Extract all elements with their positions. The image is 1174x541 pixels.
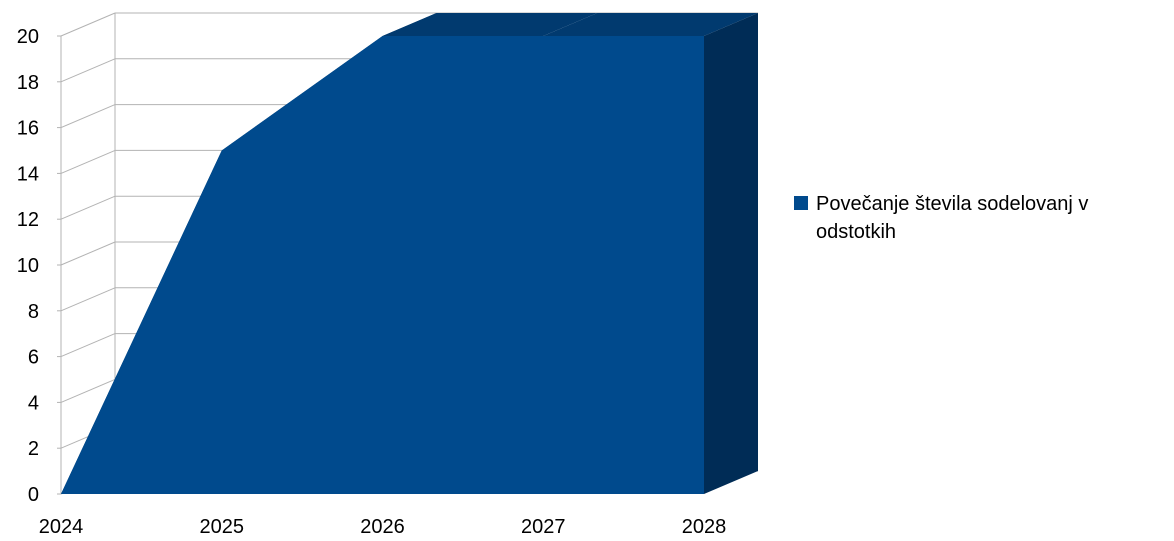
x-tick-label: 2026 (360, 516, 405, 538)
legend: Povečanje števila sodelovanj v odstotkih (794, 190, 1164, 246)
area-front-face (61, 36, 704, 494)
y-tick-label: 18 (17, 72, 39, 94)
x-tick-label: 2025 (200, 516, 245, 538)
legend-label: Povečanje števila sodelovanj v odstotkih (816, 193, 1089, 243)
y-tick-label: 2 (28, 438, 39, 460)
side-gridline (60, 149, 116, 174)
side-gridline (60, 241, 116, 266)
side-gridline (60, 378, 116, 403)
x-tick-label: 2028 (682, 516, 727, 538)
y-tick-label: 8 (28, 301, 39, 323)
y-tick-label: 10 (17, 255, 39, 277)
chart-area (61, 13, 758, 494)
side-gridline (60, 58, 116, 83)
side-gridline (60, 12, 116, 37)
y-tick-label: 6 (28, 347, 39, 369)
legend-swatch (794, 196, 808, 210)
y-tick-label: 14 (17, 163, 39, 185)
side-gridline (60, 195, 116, 220)
side-gridline (60, 104, 116, 129)
y-tick-label: 0 (28, 484, 39, 506)
y-tick-label: 20 (17, 26, 39, 48)
side-gridline (60, 287, 116, 312)
y-tick-label: 16 (17, 118, 39, 140)
y-tick-label: 4 (28, 392, 39, 414)
area-side-face (704, 13, 758, 494)
x-tick-label: 2027 (521, 516, 566, 538)
area-top-face (382, 13, 598, 36)
y-tick-label: 12 (17, 209, 39, 231)
x-tick-label: 2024 (39, 516, 84, 538)
x-axis-ticks: 2024 2025 2026 2027 2028 (39, 516, 727, 538)
area-top-face (543, 13, 758, 36)
y-axis-ticks: 0 2 4 6 8 10 12 14 16 18 20 (17, 26, 39, 506)
side-gridline (60, 333, 116, 358)
